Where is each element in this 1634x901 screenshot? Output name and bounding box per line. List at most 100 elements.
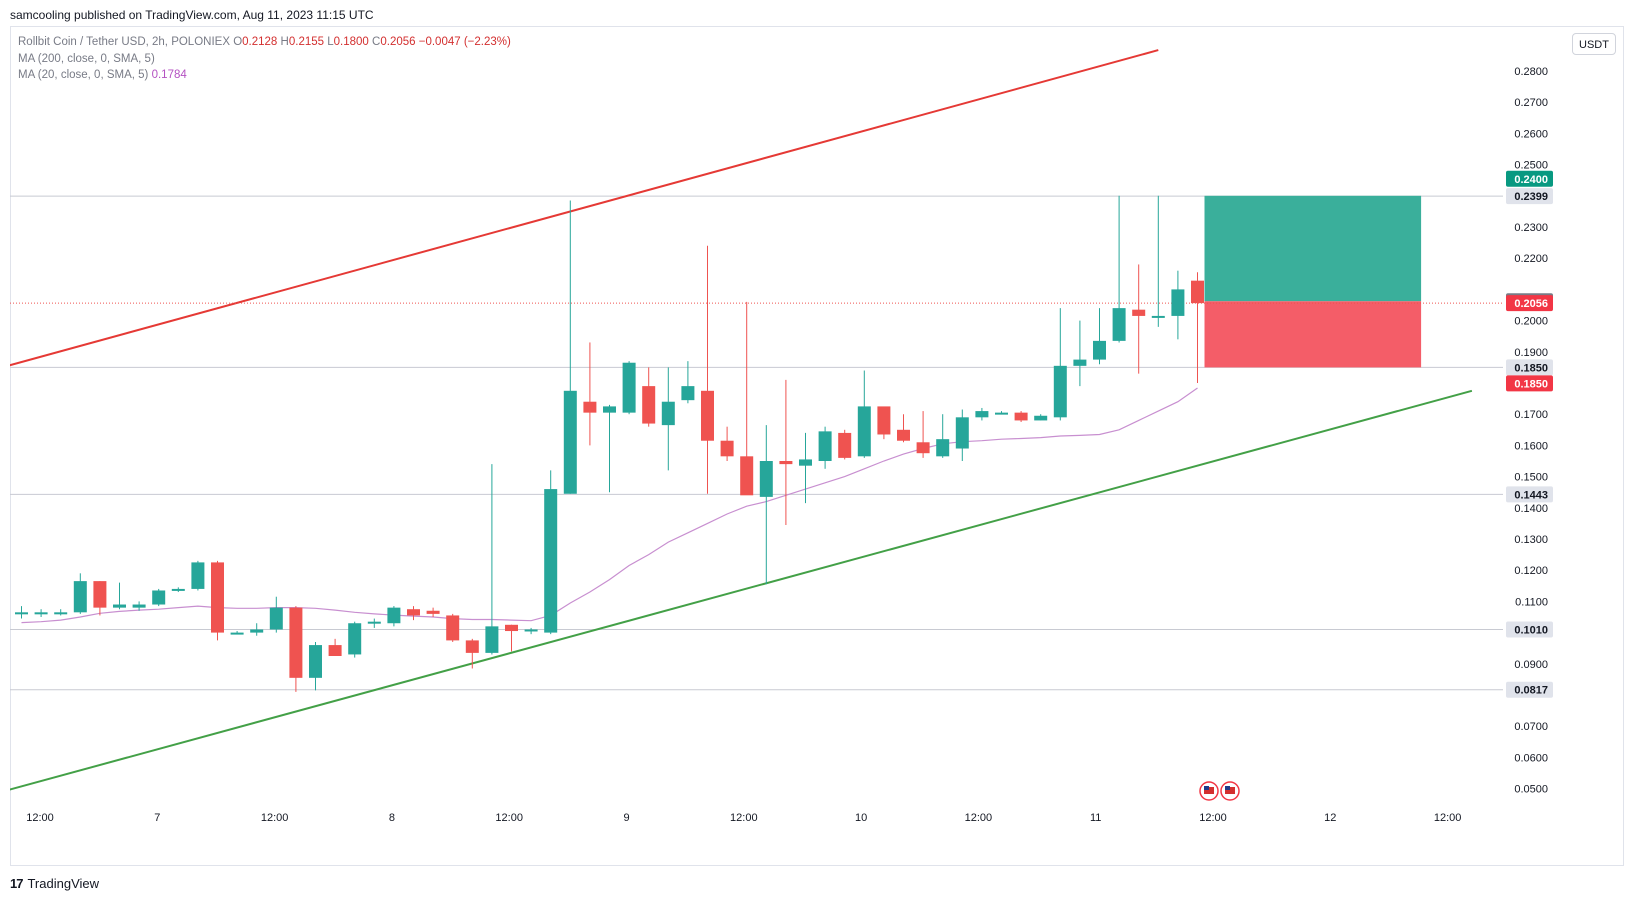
channel-upper-line[interactable] [2,49,1159,367]
price-tag-label: 0.2399 [1514,191,1548,203]
candle[interactable] [740,456,754,496]
price-tag-label: 0.1443 [1514,489,1548,501]
candle[interactable] [603,406,616,413]
x-axis-tick-label: 11 [1090,812,1101,824]
candle[interactable] [583,401,597,413]
chart-legend: Rollbit Coin / Tether USD, 2h, POLONIEX … [18,34,511,84]
y-axis-tick-label: 0.1300 [1514,534,1548,546]
footer-brand[interactable]: TradingView [27,876,100,891]
legend-ma20-row[interactable]: MA (20, close, 0, SMA, 5) 0.1784 [18,67,511,84]
price-tag-label: 0.1850 [1514,362,1548,374]
candle[interactable] [544,489,558,633]
candle[interactable] [818,431,832,461]
candle[interactable] [838,432,852,458]
price-tag-target [1506,170,1553,187]
candle[interactable] [955,417,969,449]
legend-low: 0.1800 [333,36,369,48]
legend-symbol[interactable]: Rollbit Coin / Tether USD, 2h, POLONIEX [18,36,230,48]
candle[interactable] [465,640,479,653]
candle[interactable] [877,406,891,435]
candle[interactable] [642,386,656,424]
candle[interactable] [309,645,322,678]
legend-ma200-row[interactable]: MA (200, close, 0, SMA, 5) [18,51,511,68]
candle[interactable] [681,386,695,401]
y-axis-tick-label: 0.0700 [1514,721,1548,733]
y-axis-tick-label: 0.2800 [1514,66,1548,78]
candle[interactable] [407,609,420,616]
position-target-zone[interactable] [1204,195,1422,302]
candle[interactable] [505,624,518,632]
candle[interactable] [113,604,126,608]
y-axis-tick-label: 0.1100 [1515,596,1548,608]
candle[interactable] [34,612,48,615]
candle[interactable] [563,390,577,494]
candle[interactable] [250,629,264,633]
candle[interactable] [1073,359,1087,366]
candle[interactable] [328,645,342,656]
candle[interactable] [73,581,87,613]
candle[interactable] [348,623,362,655]
y-axis-tick-label: 0.1700 [1514,409,1548,421]
candle[interactable] [524,629,538,632]
candle[interactable] [897,429,910,441]
legend-ma20: MA (20, close, 0, SMA, 5) [18,69,149,81]
legend-open-label: O [233,36,243,48]
x-axis-tick-label: 12:00 [26,812,54,824]
candle[interactable] [622,362,636,413]
legend-change: −0.0047 (−2.23%) [418,36,511,48]
channel-lower-line[interactable] [2,389,1473,792]
candle[interactable] [779,461,793,465]
candle[interactable] [1053,365,1067,418]
candle[interactable] [446,615,460,641]
candle[interactable] [857,406,871,457]
candle[interactable] [269,607,283,630]
candle[interactable] [1151,315,1165,318]
candle[interactable] [799,459,812,466]
candle[interactable] [93,581,107,608]
candle[interactable] [720,440,734,457]
candle[interactable] [211,562,224,633]
candle[interactable] [1112,308,1126,341]
candle[interactable] [367,621,381,624]
y-axis-tick-label: 0.2200 [1514,253,1548,265]
candle[interactable] [191,562,205,589]
candle[interactable] [936,439,950,457]
currency-button[interactable]: USDT [1572,33,1616,55]
candle[interactable] [152,590,166,605]
candle[interactable] [485,626,499,653]
candle[interactable] [171,588,185,591]
price-tag-level [1506,486,1553,503]
tradingview-logo-icon: 17 [10,876,24,891]
price-tag-level [1506,359,1553,376]
candle[interactable] [995,412,1008,415]
candle[interactable] [975,411,989,418]
y-axis-tick-label: 0.0900 [1514,659,1548,671]
candle[interactable] [426,610,440,614]
candle[interactable] [759,461,773,497]
candle[interactable] [15,612,28,615]
candle[interactable] [387,607,401,624]
candle[interactable] [1034,415,1048,421]
candle[interactable] [230,632,244,635]
candle[interactable] [1191,280,1204,304]
us-flag-stripes-icon [1204,787,1214,794]
candle[interactable] [54,612,68,615]
candle[interactable] [701,390,714,441]
position-stop-zone[interactable] [1204,301,1422,368]
candle[interactable] [1014,412,1028,421]
candle[interactable] [1171,289,1185,316]
price-tag-level [1506,621,1553,638]
y-axis-tick-label: 0.1900 [1514,347,1548,359]
candle[interactable] [661,401,675,426]
us-flag-canton-icon [1204,786,1209,790]
footer: 17 TradingView [10,876,99,891]
candle[interactable] [289,607,303,678]
candle[interactable] [1132,309,1146,316]
y-axis-tick-label: 0.2000 [1514,316,1548,328]
candle[interactable] [132,604,146,608]
legend-ma20-value: 0.1784 [151,69,187,81]
price-tag-label: 0.2056 [1514,298,1548,310]
candle[interactable] [916,442,930,454]
candle[interactable] [1093,340,1106,360]
